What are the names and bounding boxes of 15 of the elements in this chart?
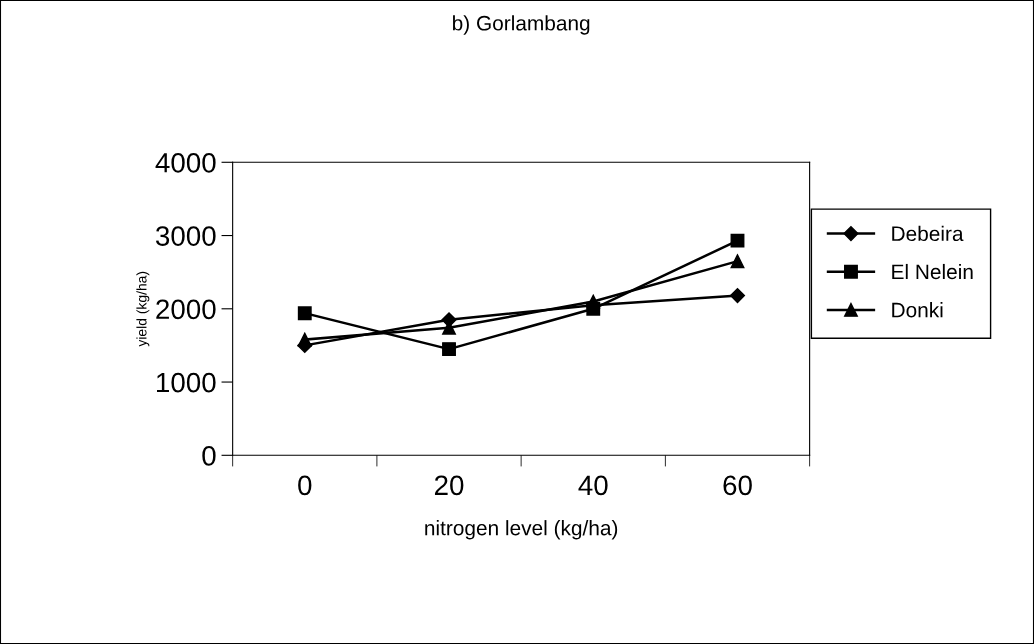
- x-tick-label: 0: [298, 475, 312, 496]
- y-tick-label: 4000: [155, 152, 216, 173]
- y-tick-label: 2000: [156, 299, 216, 320]
- legend-label: Debeira: [892, 225, 964, 242]
- y-tick-label: 0: [202, 445, 216, 466]
- legend-label: El Nelein: [892, 263, 973, 280]
- y-tick-label: 1000: [157, 372, 216, 393]
- x-axis-title: nitrogen level (kg/ha): [425, 520, 618, 540]
- y-axis-title: yield (kg/ha): [136, 271, 150, 347]
- x-tick-label: 40: [578, 475, 608, 496]
- chart-title: b) Gorlambang: [453, 15, 590, 35]
- y-tick-label: 3000: [155, 226, 216, 246]
- legend-label: Donki: [892, 302, 943, 318]
- x-tick-label: 60: [723, 475, 752, 496]
- x-tick-label: 20: [434, 475, 464, 496]
